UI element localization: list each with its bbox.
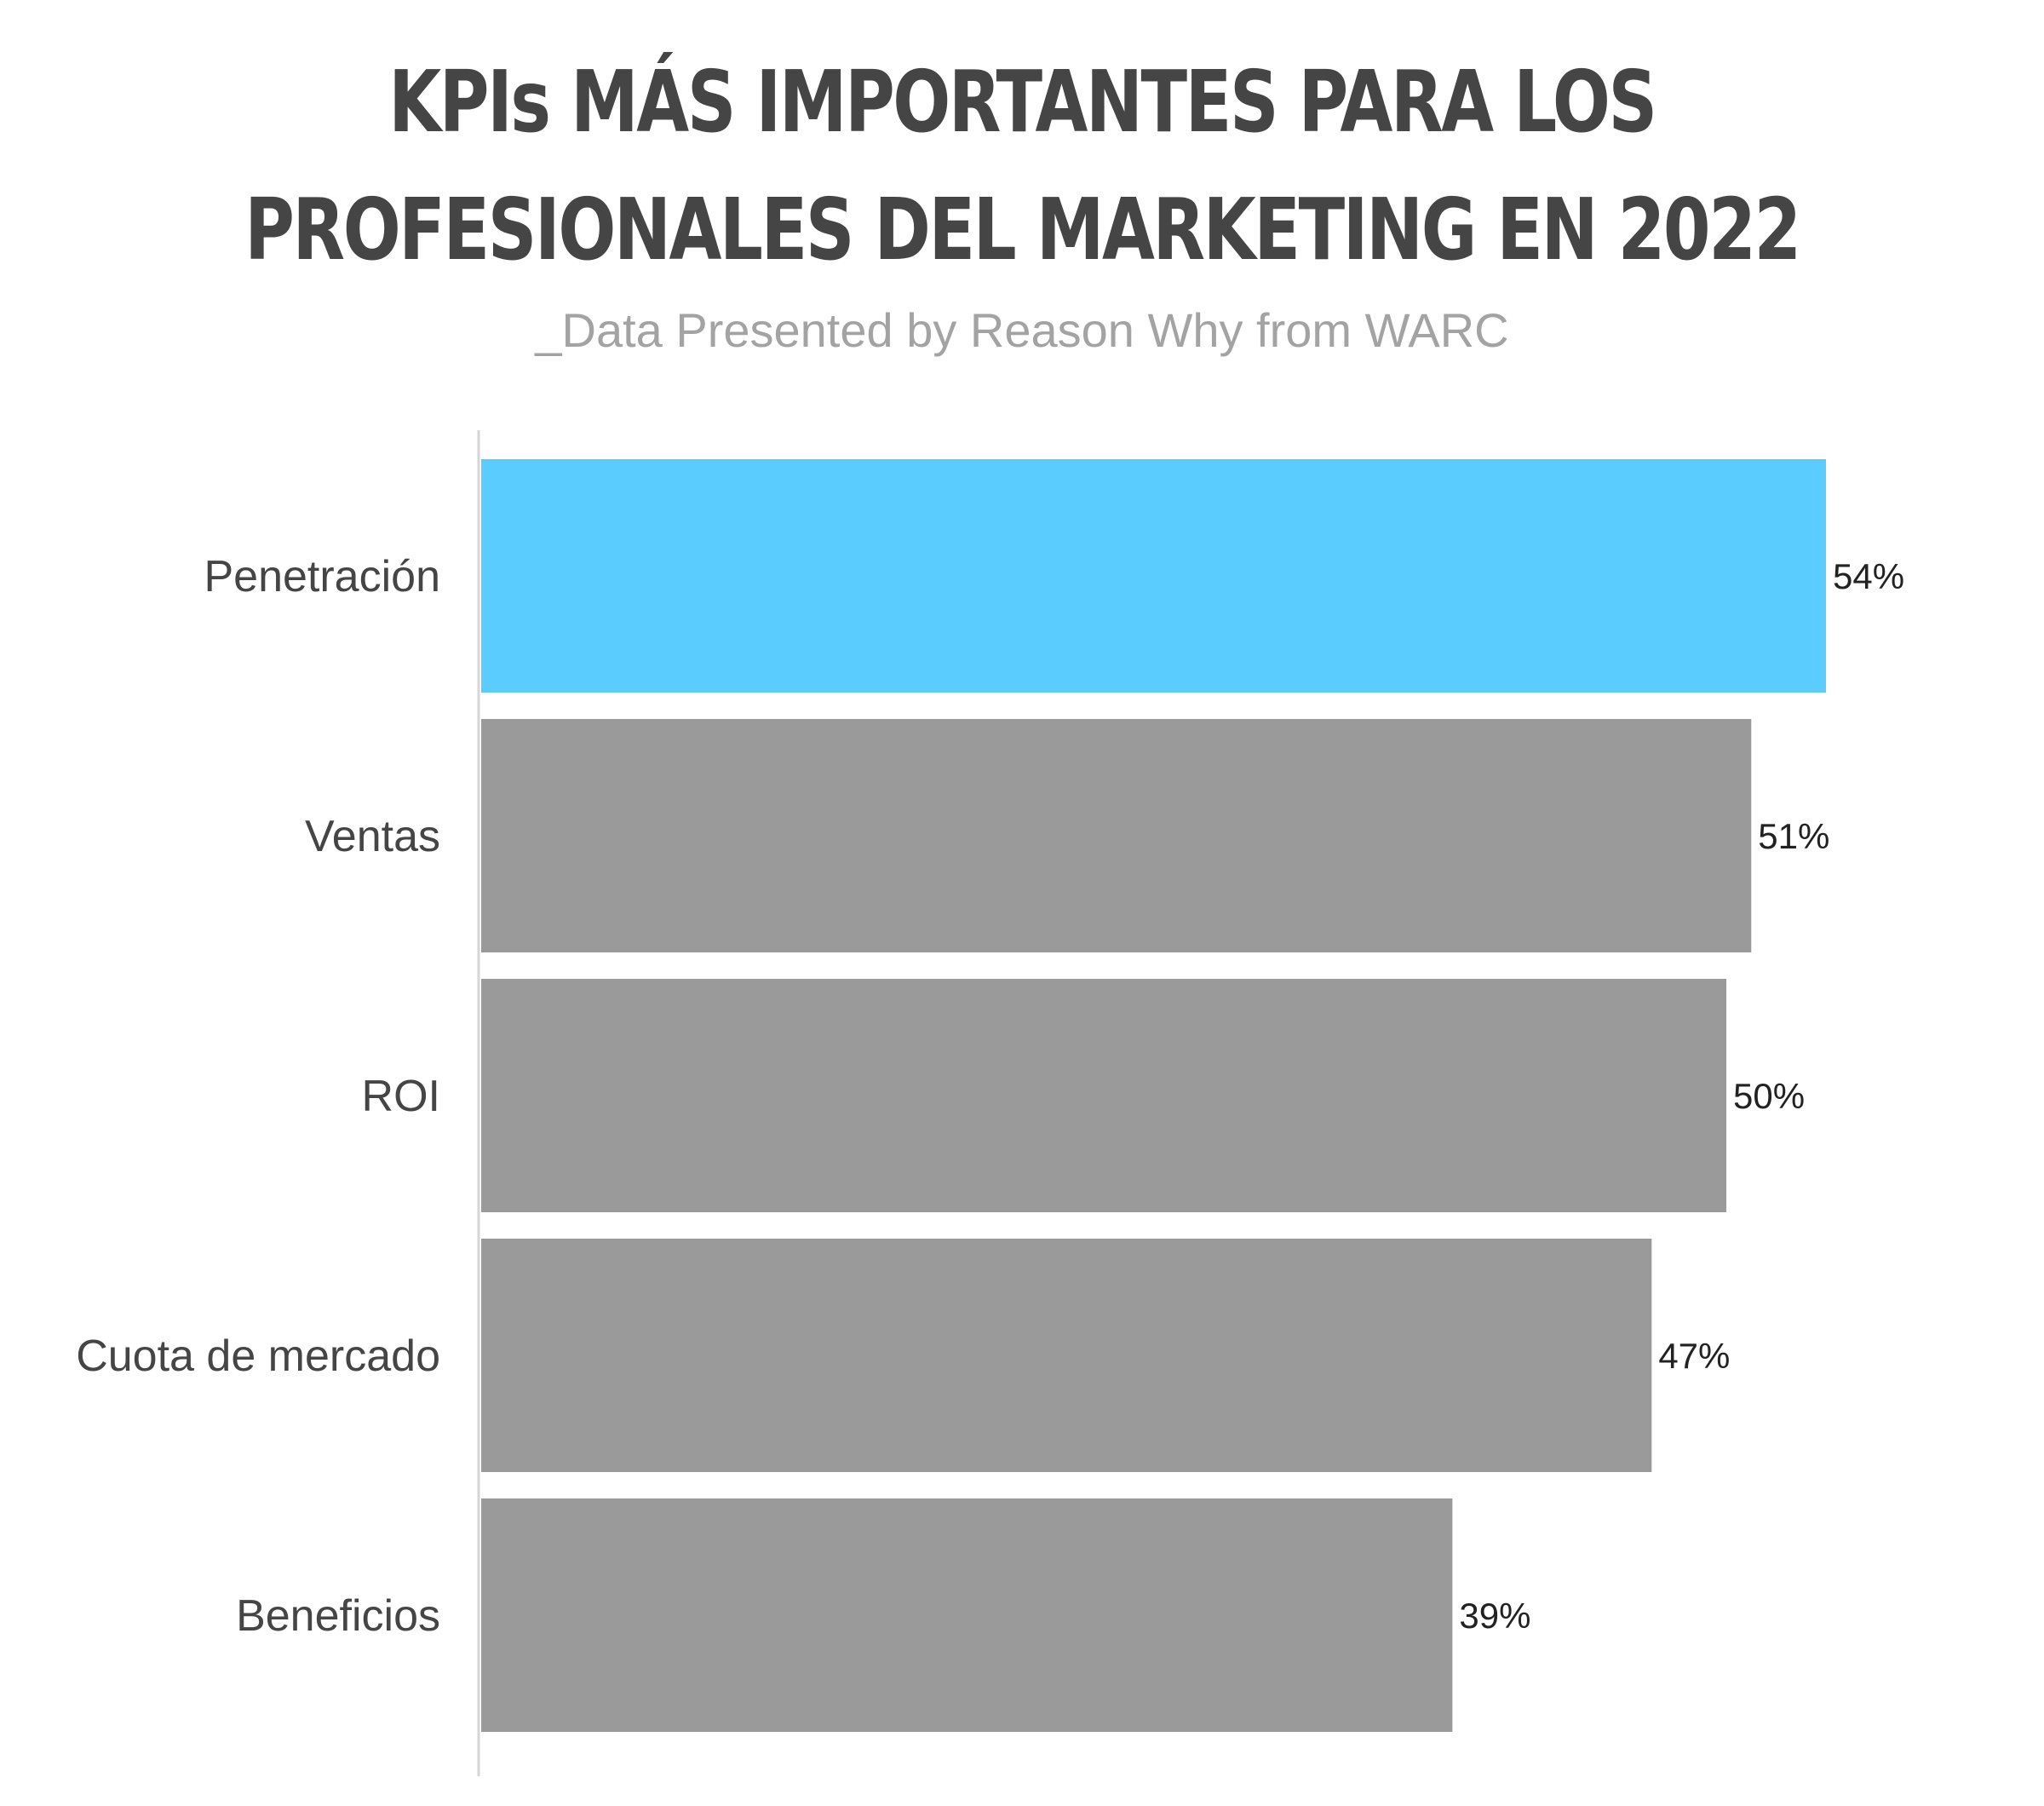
bar-1 [481, 719, 1752, 952]
value-label-0: 54% [1833, 556, 1904, 596]
value-label-2: 50% [1733, 1076, 1805, 1116]
bar-3 [481, 1239, 1652, 1472]
category-label-0: Penetración [204, 552, 440, 601]
chart-title: KPIs MÁS IMPORTANTES PARA LOS PROFESIONA… [204, 38, 1840, 294]
chart-title-line-1: KPIs MÁS IMPORTANTES PARA LOS [388, 52, 1657, 152]
bar-4 [481, 1498, 1453, 1732]
value-label-1: 51% [1758, 816, 1829, 856]
chart-title-line-2: PROFESIONALES DEL MARKETING EN 2022 [244, 180, 1801, 279]
chart-subtitle: _Data Presented by Reason Why from WARC [535, 303, 1509, 357]
value-label-3: 47% [1658, 1336, 1730, 1376]
category-label-2: ROI [362, 1072, 440, 1121]
category-label-3: Cuota de mercado [76, 1331, 440, 1381]
bar-0 [481, 459, 1826, 693]
bar-2 [481, 979, 1727, 1212]
value-label-4: 39% [1459, 1596, 1530, 1636]
category-label-1: Ventas [305, 812, 440, 861]
bar-group: Penetración 54% Ventas 51% ROI 50% Cuota de me… [76, 459, 1904, 1732]
category-label-4: Beneficios [236, 1591, 440, 1641]
